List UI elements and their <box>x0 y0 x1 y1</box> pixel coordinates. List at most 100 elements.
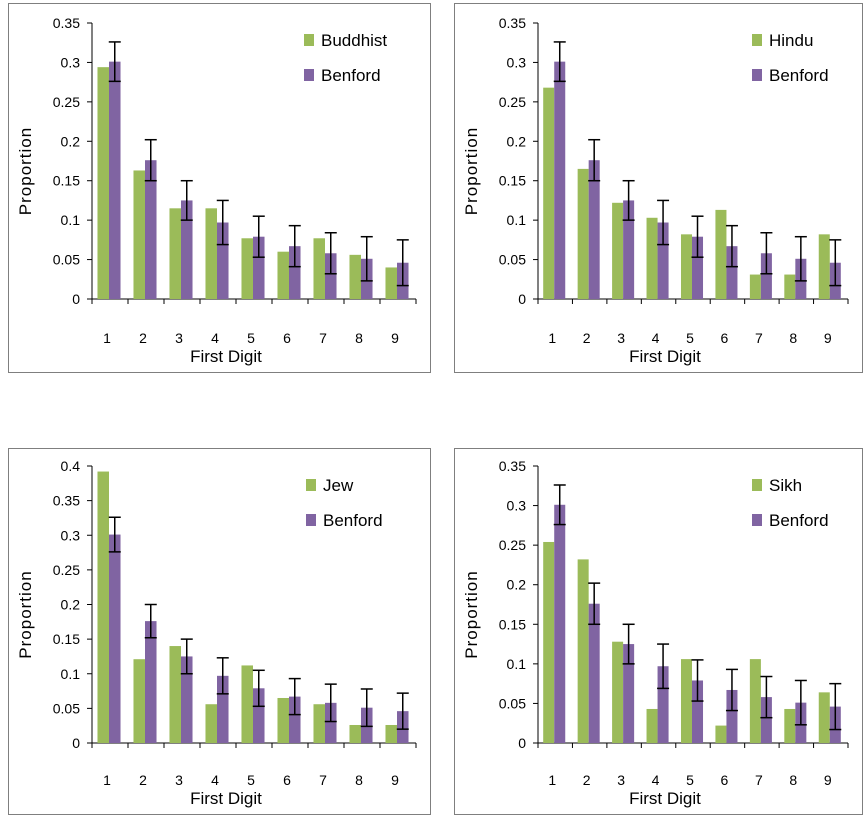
bar-benford <box>145 160 157 299</box>
y-axis-title: Proportion <box>16 570 35 658</box>
y-tick-label: 0.15 <box>53 173 80 189</box>
y-tick-label: 0.3 <box>61 54 81 70</box>
legend-label-benford: Benford <box>321 66 381 85</box>
bar-benford <box>253 236 265 299</box>
bar-observed <box>646 708 658 743</box>
bar-benford <box>181 656 193 743</box>
bar-observed <box>169 208 181 299</box>
y-tick-label: 0.25 <box>499 94 526 110</box>
legend-swatch-benford <box>752 514 762 526</box>
y-tick-label: 0.3 <box>507 54 527 70</box>
y-tick-label: 0.2 <box>507 133 527 149</box>
x-tick-label: 2 <box>583 772 591 788</box>
bar-observed <box>612 641 624 743</box>
bar-observed <box>680 659 692 743</box>
y-tick-label: 0.05 <box>499 252 526 268</box>
x-tick-label: 1 <box>548 772 556 788</box>
bar-observed <box>133 170 145 299</box>
y-tick-label: 0.3 <box>61 527 81 543</box>
bar-observed <box>715 725 727 743</box>
bar-benford <box>623 200 635 299</box>
y-tick-label: 0.35 <box>499 15 526 31</box>
bar-benford <box>289 696 301 743</box>
chart-panel-buddhist: 0 0.05 0.1 0.15 0.2 0.25 0.3 0.35 1 2 3 4 5 6 7 8 9 First… <box>8 3 431 373</box>
x-tick-label: 8 <box>789 330 797 346</box>
y-tick-label: 0.2 <box>61 597 81 613</box>
y-tick-label: 0.25 <box>53 562 80 578</box>
bar-benford <box>554 61 566 299</box>
bar-observed <box>97 471 109 743</box>
bar-observed <box>543 87 555 299</box>
bar-benford <box>588 160 600 299</box>
x-tick-label: 6 <box>283 330 291 346</box>
bar-observed <box>577 168 589 299</box>
y-tick-label: 0.35 <box>53 15 80 31</box>
y-tick-label: 0.2 <box>61 133 81 149</box>
bar-benford <box>760 697 772 743</box>
legend-label-observed: Sikh <box>769 476 802 495</box>
y-tick-label: 0 <box>72 291 80 307</box>
bar-observed <box>313 238 325 299</box>
x-tick-label: 7 <box>755 772 763 788</box>
bar-observed <box>241 238 253 299</box>
bar-benford <box>692 680 704 743</box>
bar-benford <box>657 222 669 299</box>
bar-observed <box>612 202 624 299</box>
y-tick-label: 0.35 <box>53 493 80 509</box>
x-tick-label: 6 <box>283 772 291 788</box>
bar-observed <box>349 724 361 743</box>
bar-observed <box>543 541 555 743</box>
bar-observed <box>646 217 658 299</box>
x-tick-label: 3 <box>617 330 625 346</box>
bar-benford <box>217 675 229 743</box>
bar-benford <box>554 504 566 743</box>
y-tick-label: 0 <box>72 735 80 751</box>
bar-observed <box>680 234 692 299</box>
x-tick-label: 4 <box>211 330 219 346</box>
bar-benford <box>109 534 121 743</box>
bar-benford <box>657 666 669 743</box>
bar-observed <box>205 208 217 299</box>
y-tick-label: 0.1 <box>61 212 81 228</box>
legend-label-benford: Benford <box>323 511 383 530</box>
x-tick-label: 2 <box>139 772 147 788</box>
x-tick-label: 7 <box>319 772 327 788</box>
bar-benford <box>760 253 772 299</box>
x-tick-label: 7 <box>319 330 327 346</box>
y-tick-label: 0.2 <box>507 577 527 593</box>
bar-benford <box>588 603 600 743</box>
x-tick-label: 5 <box>686 330 694 346</box>
x-tick-label: 9 <box>824 772 832 788</box>
bar-observed <box>97 67 109 299</box>
x-tick-label: 5 <box>247 330 255 346</box>
legend-label-observed: Buddhist <box>321 31 387 50</box>
y-tick-label: 0.05 <box>53 700 80 716</box>
x-tick-label: 5 <box>247 772 255 788</box>
x-axis-title: First Digit <box>629 347 701 366</box>
bar-observed <box>277 251 289 299</box>
bar-benford <box>325 253 337 299</box>
x-tick-label: 4 <box>211 772 219 788</box>
chart-svg-buddhist: 0 0.05 0.1 0.15 0.2 0.25 0.3 0.35 1 2 3 4 5 6 7 8 9 First… <box>16 15 417 366</box>
bar-observed <box>169 646 181 743</box>
bar-benford <box>145 621 157 743</box>
y-tick-label: 0.35 <box>499 458 526 474</box>
chart-panel-hindu: 0 0.05 0.1 0.15 0.2 0.25 0.3 0.35 1 2 3 4 5 6 7 8 9 First… <box>454 3 863 373</box>
bar-observed <box>349 254 361 299</box>
y-tick-label: 0 <box>518 291 526 307</box>
x-tick-label: 8 <box>789 772 797 788</box>
chart-panel-sikh: 0 0.05 0.1 0.15 0.2 0.25 0.3 0.35 1 2 3 4 5 6 7 8 9 First… <box>454 448 863 815</box>
x-axis-title: First Digit <box>629 789 701 808</box>
y-tick-label: 0.15 <box>499 616 526 632</box>
x-tick-label: 9 <box>824 330 832 346</box>
bar-benford <box>181 200 193 299</box>
legend-label-observed: Hindu <box>769 31 813 50</box>
bar-observed <box>241 665 253 743</box>
y-axis-title: Proportion <box>16 127 35 215</box>
chart-svg-hindu: 0 0.05 0.1 0.15 0.2 0.25 0.3 0.35 1 2 3 4 5 6 7 8 9 First… <box>462 15 849 366</box>
bar-benford <box>253 688 265 743</box>
bar-observed <box>715 209 727 299</box>
y-tick-label: 0.15 <box>499 173 526 189</box>
legend-label-observed: Jew <box>323 476 354 495</box>
y-axis-title: Proportion <box>462 127 481 215</box>
